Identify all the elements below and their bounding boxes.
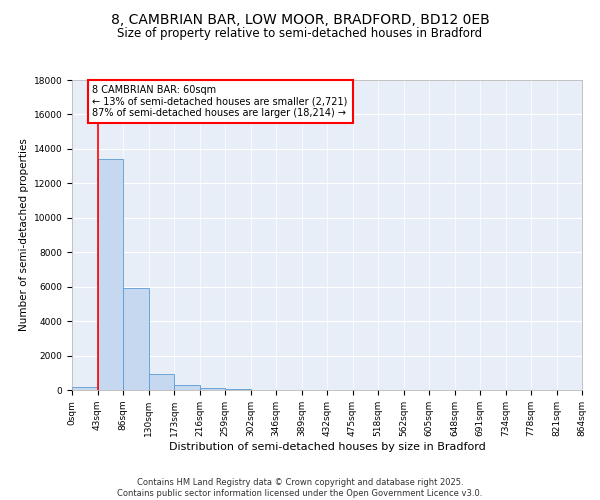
Bar (97, 159, 123, 390)
Bar (199, 388, 225, 390)
Text: Contains HM Land Registry data © Crown copyright and database right 2025.
Contai: Contains HM Land Registry data © Crown c… (118, 478, 482, 498)
Bar (149, 374, 174, 390)
Bar (72, 386, 97, 390)
Text: Size of property relative to semi-detached houses in Bradford: Size of property relative to semi-detach… (118, 28, 482, 40)
Text: 8 CAMBRIAN BAR: 60sqm
← 13% of semi-detached houses are smaller (2,721)
87% of s: 8 CAMBRIAN BAR: 60sqm ← 13% of semi-deta… (92, 84, 348, 118)
Bar (174, 385, 199, 390)
Y-axis label: Number of semi-detached properties: Number of semi-detached properties (19, 138, 29, 332)
X-axis label: Distribution of semi-detached houses by size in Bradford: Distribution of semi-detached houses by … (169, 442, 485, 452)
Text: 8, CAMBRIAN BAR, LOW MOOR, BRADFORD, BD12 0EB: 8, CAMBRIAN BAR, LOW MOOR, BRADFORD, BD1… (110, 12, 490, 26)
Bar (225, 388, 251, 390)
Bar (123, 288, 149, 390)
